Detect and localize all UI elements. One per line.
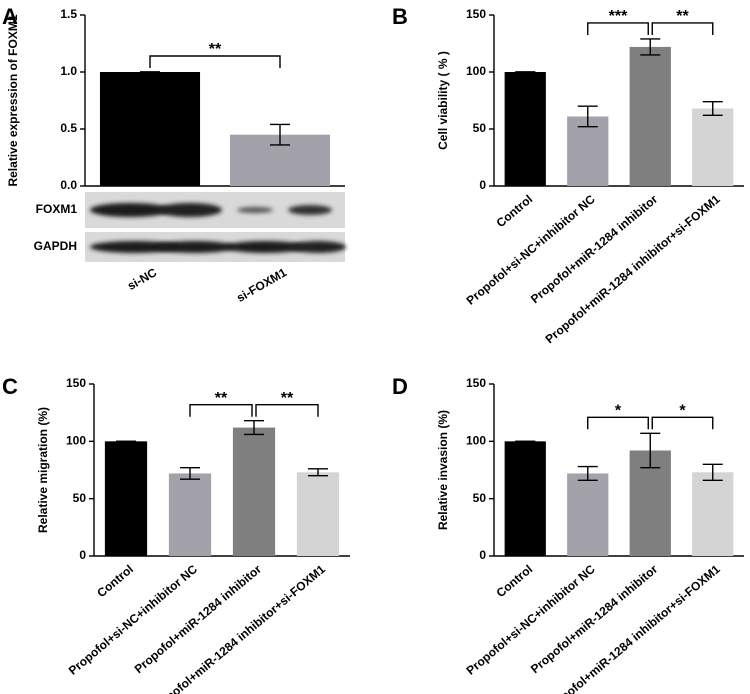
bar xyxy=(629,46,671,186)
blot-band xyxy=(90,203,170,217)
panel-letter: B xyxy=(392,4,408,29)
y-tick-label: 100 xyxy=(466,434,486,448)
blot-band xyxy=(158,203,222,217)
significance-bracket xyxy=(587,22,649,35)
blot-band xyxy=(155,241,235,253)
y-axis-label: Relative expression of FOXM1 xyxy=(6,14,20,186)
significance-label: ** xyxy=(676,8,689,25)
error-bar xyxy=(270,123,290,146)
bar xyxy=(99,72,201,186)
bar xyxy=(504,72,546,186)
error-bar xyxy=(702,463,723,482)
error-bar xyxy=(640,432,661,469)
significance-bracket xyxy=(587,416,649,430)
x-tick-label: si-NC xyxy=(125,265,159,293)
panel-letter: A xyxy=(2,4,18,29)
x-tick-label: Propofol+si-NC+inhibitor NC xyxy=(464,562,598,678)
error-bar xyxy=(640,38,661,56)
blot-band xyxy=(290,241,346,253)
significance-label: * xyxy=(615,403,622,420)
significance-bracket xyxy=(189,403,253,417)
significance-label: ** xyxy=(209,41,222,58)
y-tick-label: 0 xyxy=(479,548,486,562)
x-tick-label: Control xyxy=(494,562,536,600)
significance-bracket xyxy=(651,416,714,430)
y-tick-label: 100 xyxy=(466,64,486,78)
y-tick-label: 0.0 xyxy=(60,178,77,192)
blot-band xyxy=(225,241,305,253)
blot-band xyxy=(90,241,180,253)
bar xyxy=(104,441,148,556)
blot-band xyxy=(288,205,332,215)
error-bar xyxy=(702,100,723,117)
x-tick-label: Propofol+miR-1284 inhibitor xyxy=(528,562,661,676)
x-tick-label: Control xyxy=(494,192,536,230)
significance-label: ** xyxy=(281,390,294,407)
error-bar xyxy=(577,105,598,128)
blot-label: FOXM1 xyxy=(36,202,78,216)
panel-letter: D xyxy=(392,374,408,399)
significance-bracket xyxy=(651,22,714,35)
y-axis-label: Cell viability ( % ) xyxy=(436,51,450,150)
x-tick-label: Propofol+miR-1284 inhibitor xyxy=(528,192,661,306)
bar xyxy=(692,108,734,186)
significance-bracket xyxy=(255,403,319,417)
significance-label: * xyxy=(679,403,686,420)
x-tick-label: Propofol+miR-1284 inhibitor xyxy=(132,562,265,676)
y-tick-label: 150 xyxy=(466,376,486,390)
y-tick-label: 150 xyxy=(66,376,86,390)
y-tick-label: 0 xyxy=(79,548,86,562)
bar xyxy=(567,116,609,186)
y-tick-label: 150 xyxy=(466,7,486,21)
x-tick-label: Control xyxy=(94,562,136,600)
y-tick-label: 1.5 xyxy=(60,7,77,21)
blot-band xyxy=(237,207,273,213)
error-bar xyxy=(244,419,264,436)
y-tick-label: 100 xyxy=(66,434,86,448)
y-tick-label: 50 xyxy=(73,491,87,505)
bar xyxy=(168,473,212,556)
bar xyxy=(692,472,734,556)
y-tick-label: 0 xyxy=(479,178,486,192)
error-bar xyxy=(180,467,200,480)
y-axis-label: Relative invasion (%) xyxy=(436,410,450,530)
error-bar xyxy=(577,465,598,482)
x-tick-label: Propofol+si-NC+inhibitor NC xyxy=(66,562,200,678)
y-tick-label: 50 xyxy=(473,491,487,505)
error-bar xyxy=(308,468,328,477)
x-tick-label: Propofol+si-NC+inhibitor NC xyxy=(464,192,598,308)
y-tick-label: 50 xyxy=(473,121,487,135)
significance-bracket xyxy=(149,55,281,68)
significance-label: *** xyxy=(609,8,628,25)
bar xyxy=(567,473,609,556)
bar xyxy=(296,472,340,556)
bar xyxy=(504,441,546,556)
y-tick-label: 1.0 xyxy=(60,64,77,78)
y-tick-label: 0.5 xyxy=(60,121,77,135)
panel-letter: C xyxy=(2,374,18,399)
x-tick-label: si-FOXM1 xyxy=(234,265,289,305)
significance-label: ** xyxy=(215,390,228,407)
blot-label: GAPDH xyxy=(34,239,77,253)
bar xyxy=(232,427,276,556)
y-axis-label: Relative migration (%) xyxy=(36,407,50,533)
